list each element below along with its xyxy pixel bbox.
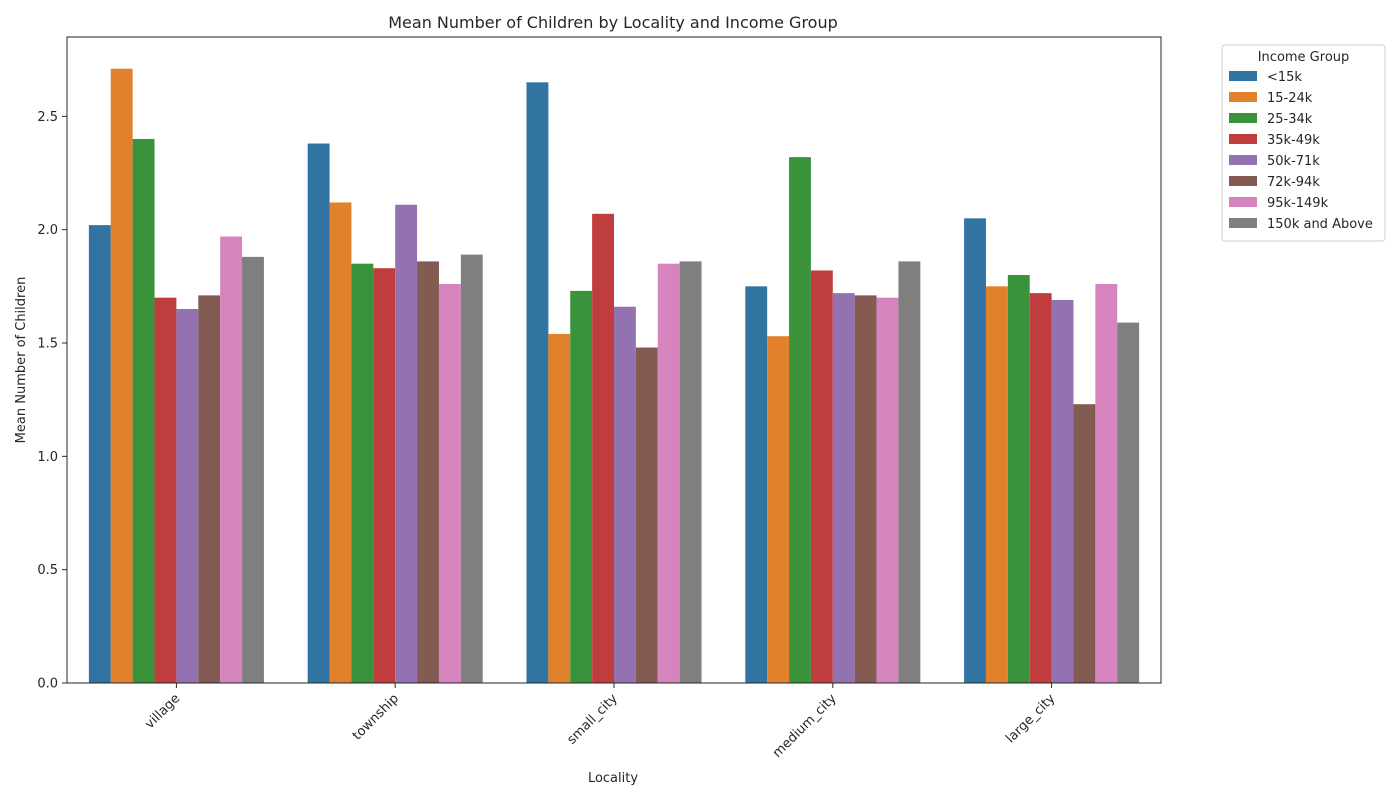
bar-small_city-6 <box>657 263 680 683</box>
bar-village-6 <box>220 236 243 683</box>
bar-medium_city-2 <box>789 157 811 683</box>
legend-swatch <box>1229 92 1257 102</box>
legend-label: 15-24k <box>1267 91 1313 106</box>
bar-small_city-5 <box>635 347 658 683</box>
bar-township-6 <box>438 284 461 683</box>
chart-title: Mean Number of Children by Locality and … <box>388 13 838 32</box>
legend-title: Income Group <box>1258 50 1350 65</box>
x-tick-label: small_city <box>564 691 621 748</box>
bar-small_city-4 <box>614 306 636 683</box>
y-tick-label: 0.5 <box>37 563 58 578</box>
y-tick-label: 2.0 <box>37 223 58 238</box>
bar-township-3 <box>373 268 396 683</box>
legend-swatch <box>1229 134 1257 144</box>
legend: Income Group <15k 15-24k 25-34k 35k-49k 50k-7… <box>1221 44 1386 242</box>
bar-township-7 <box>460 254 483 683</box>
bar-village-2 <box>132 139 155 683</box>
x-axis-label: Locality <box>588 771 638 786</box>
bar-medium_city-7 <box>898 261 921 683</box>
y-tick-label: 1.0 <box>37 450 58 465</box>
bar-township-1 <box>329 202 352 683</box>
bar-village-4 <box>176 309 199 683</box>
bars-layer <box>88 68 1140 684</box>
legend-swatch <box>1229 197 1257 207</box>
y-axis-label: Mean Number of Children <box>14 277 29 444</box>
legend-swatch <box>1229 71 1257 81</box>
bar-township-4 <box>395 204 418 684</box>
x-tick-label: medium_city <box>770 691 840 761</box>
bar-medium_city-3 <box>810 270 833 683</box>
bar-township-5 <box>417 261 439 683</box>
bar-medium_city-5 <box>854 295 877 683</box>
bar-village-3 <box>154 297 177 683</box>
bar-large_city-3 <box>1029 293 1052 683</box>
legend-box <box>1221 44 1386 242</box>
bar-large_city-1 <box>985 286 1008 683</box>
bar-medium_city-1 <box>767 336 790 683</box>
bar-village-7 <box>242 256 264 683</box>
legend-swatch <box>1229 176 1257 186</box>
bar-township-0 <box>307 143 330 683</box>
legend-swatch <box>1229 218 1257 228</box>
legend-swatch <box>1229 113 1257 123</box>
bar-village-0 <box>88 225 111 683</box>
y-tick-label: 1.5 <box>37 337 58 352</box>
x-tick-label: village <box>142 691 183 732</box>
x-tick-label: large_city <box>1003 691 1058 746</box>
bar-small_city-0 <box>526 82 549 683</box>
bar-large_city-2 <box>1007 275 1030 683</box>
y-tick-label: 0.0 <box>37 677 58 692</box>
bar-large_city-0 <box>964 218 986 683</box>
bar-village-1 <box>110 68 133 684</box>
bar-village-5 <box>198 295 221 683</box>
legend-label: 50k-71k <box>1267 154 1320 169</box>
legend-label: 72k-94k <box>1267 175 1320 190</box>
bar-medium_city-6 <box>876 297 899 683</box>
bar-medium_city-0 <box>745 286 768 683</box>
bar-large_city-5 <box>1073 404 1096 683</box>
bar-small_city-2 <box>570 290 593 683</box>
legend-label: <15k <box>1267 70 1302 85</box>
bar-medium_city-4 <box>832 293 855 683</box>
bar-large_city-6 <box>1095 284 1118 683</box>
bar-township-2 <box>351 263 374 683</box>
legend-swatch <box>1229 155 1257 165</box>
bar-small_city-1 <box>548 333 571 683</box>
legend-label: 25-34k <box>1267 112 1313 127</box>
x-tick-label: township <box>350 691 402 743</box>
bar-large_city-7 <box>1117 322 1140 683</box>
bar-small_city-7 <box>679 261 702 683</box>
bar-small_city-3 <box>592 213 614 684</box>
legend-label: 95k-149k <box>1267 196 1329 211</box>
y-tick-label: 2.5 <box>37 110 58 125</box>
bar-large_city-4 <box>1051 299 1074 683</box>
legend-label: 150k and Above <box>1267 217 1373 232</box>
legend-label: 35k-49k <box>1267 133 1320 148</box>
